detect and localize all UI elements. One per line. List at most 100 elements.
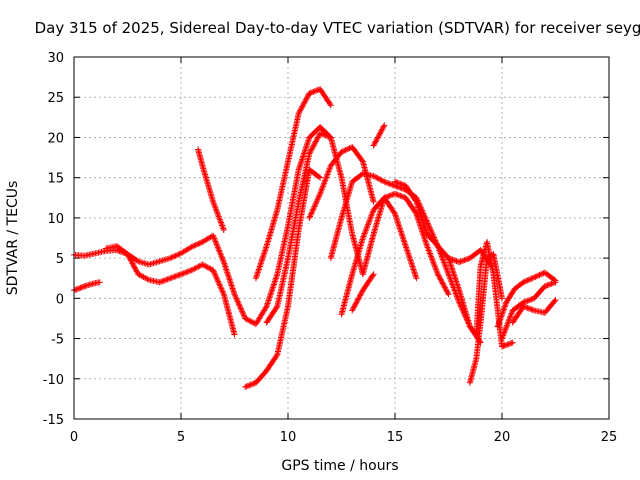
data-point bbox=[447, 275, 454, 282]
data-point bbox=[244, 382, 251, 389]
data-point bbox=[527, 296, 534, 303]
data-point bbox=[169, 274, 176, 281]
data-point bbox=[354, 298, 361, 305]
data-point bbox=[548, 280, 555, 287]
data-point bbox=[394, 179, 401, 186]
data-point bbox=[520, 279, 527, 286]
data-point bbox=[499, 309, 506, 316]
data-point bbox=[188, 243, 195, 250]
data-point bbox=[216, 281, 223, 288]
data-point bbox=[426, 248, 433, 255]
data-point bbox=[199, 261, 206, 268]
data-point bbox=[313, 137, 320, 144]
data-point bbox=[216, 215, 223, 222]
data-point bbox=[444, 268, 451, 275]
data-point bbox=[375, 175, 382, 182]
data-point bbox=[461, 257, 468, 264]
data-point bbox=[214, 277, 221, 284]
data-point bbox=[144, 276, 151, 283]
data-point bbox=[212, 272, 219, 279]
y-tick-label: 20 bbox=[47, 131, 64, 146]
data-point bbox=[216, 248, 223, 255]
data-point bbox=[321, 131, 328, 138]
data-point bbox=[382, 194, 389, 201]
data-point bbox=[379, 126, 386, 133]
data-point bbox=[501, 328, 508, 335]
data-point bbox=[365, 220, 372, 227]
data-point bbox=[442, 262, 449, 269]
data-point bbox=[262, 304, 269, 311]
data-point bbox=[499, 335, 505, 342]
data-point bbox=[307, 212, 314, 219]
data-point bbox=[446, 274, 453, 281]
data-point bbox=[137, 272, 144, 279]
data-point bbox=[316, 192, 323, 199]
data-point bbox=[501, 305, 508, 312]
data-point bbox=[312, 138, 319, 145]
data-point bbox=[311, 141, 318, 148]
data-point bbox=[552, 279, 559, 286]
data-point bbox=[219, 288, 226, 295]
data-point bbox=[187, 244, 194, 251]
data-point bbox=[219, 222, 226, 229]
y-axis-label: SDTVAR / TECUs bbox=[5, 181, 21, 296]
data-point bbox=[214, 244, 221, 251]
data-point bbox=[312, 139, 319, 146]
data-point bbox=[210, 232, 217, 239]
data-point bbox=[273, 304, 280, 311]
data-point bbox=[398, 193, 405, 200]
data-point bbox=[214, 242, 221, 249]
data-point bbox=[521, 278, 528, 285]
data-point bbox=[439, 254, 446, 261]
data-point bbox=[298, 104, 305, 111]
data-point bbox=[385, 193, 392, 200]
data-point bbox=[168, 254, 175, 261]
data-point bbox=[171, 273, 178, 280]
data-point bbox=[210, 234, 217, 241]
data-point bbox=[521, 303, 528, 310]
data-point bbox=[385, 180, 392, 187]
data-point bbox=[443, 287, 450, 294]
data-point bbox=[437, 276, 444, 283]
series-sat-d bbox=[195, 146, 227, 233]
data-point bbox=[125, 252, 132, 259]
data-point bbox=[324, 171, 331, 178]
data-point bbox=[382, 179, 389, 186]
data-point bbox=[217, 284, 224, 291]
data-point bbox=[311, 88, 318, 95]
data-point bbox=[218, 285, 225, 292]
data-point bbox=[186, 268, 193, 275]
data-point bbox=[500, 332, 507, 339]
data-point bbox=[520, 303, 527, 310]
data-point bbox=[400, 193, 407, 200]
data-point bbox=[203, 263, 210, 270]
data-point bbox=[196, 240, 203, 247]
data-point bbox=[322, 175, 329, 182]
data-point bbox=[377, 176, 384, 183]
data-point bbox=[527, 276, 534, 283]
data-point bbox=[217, 219, 224, 226]
data-point bbox=[307, 147, 314, 154]
data-point bbox=[381, 178, 388, 185]
series-sat-h bbox=[306, 144, 377, 221]
data-point bbox=[389, 191, 396, 198]
data-point bbox=[213, 274, 220, 281]
data-point bbox=[317, 190, 324, 197]
data-point bbox=[140, 274, 147, 281]
data-point bbox=[434, 269, 441, 276]
series-sat-q bbox=[499, 279, 559, 342]
data-point bbox=[552, 296, 559, 303]
data-point bbox=[236, 302, 243, 309]
data-point bbox=[192, 265, 199, 272]
data-point bbox=[127, 256, 134, 263]
data-point bbox=[500, 307, 507, 314]
data-point bbox=[307, 89, 314, 96]
data-point bbox=[501, 342, 508, 349]
data-point bbox=[356, 293, 363, 300]
data-point bbox=[231, 331, 238, 338]
data-point bbox=[431, 263, 438, 270]
data-point bbox=[243, 316, 250, 323]
data-point bbox=[323, 174, 330, 181]
data-point bbox=[233, 295, 240, 302]
data-point bbox=[377, 130, 384, 137]
